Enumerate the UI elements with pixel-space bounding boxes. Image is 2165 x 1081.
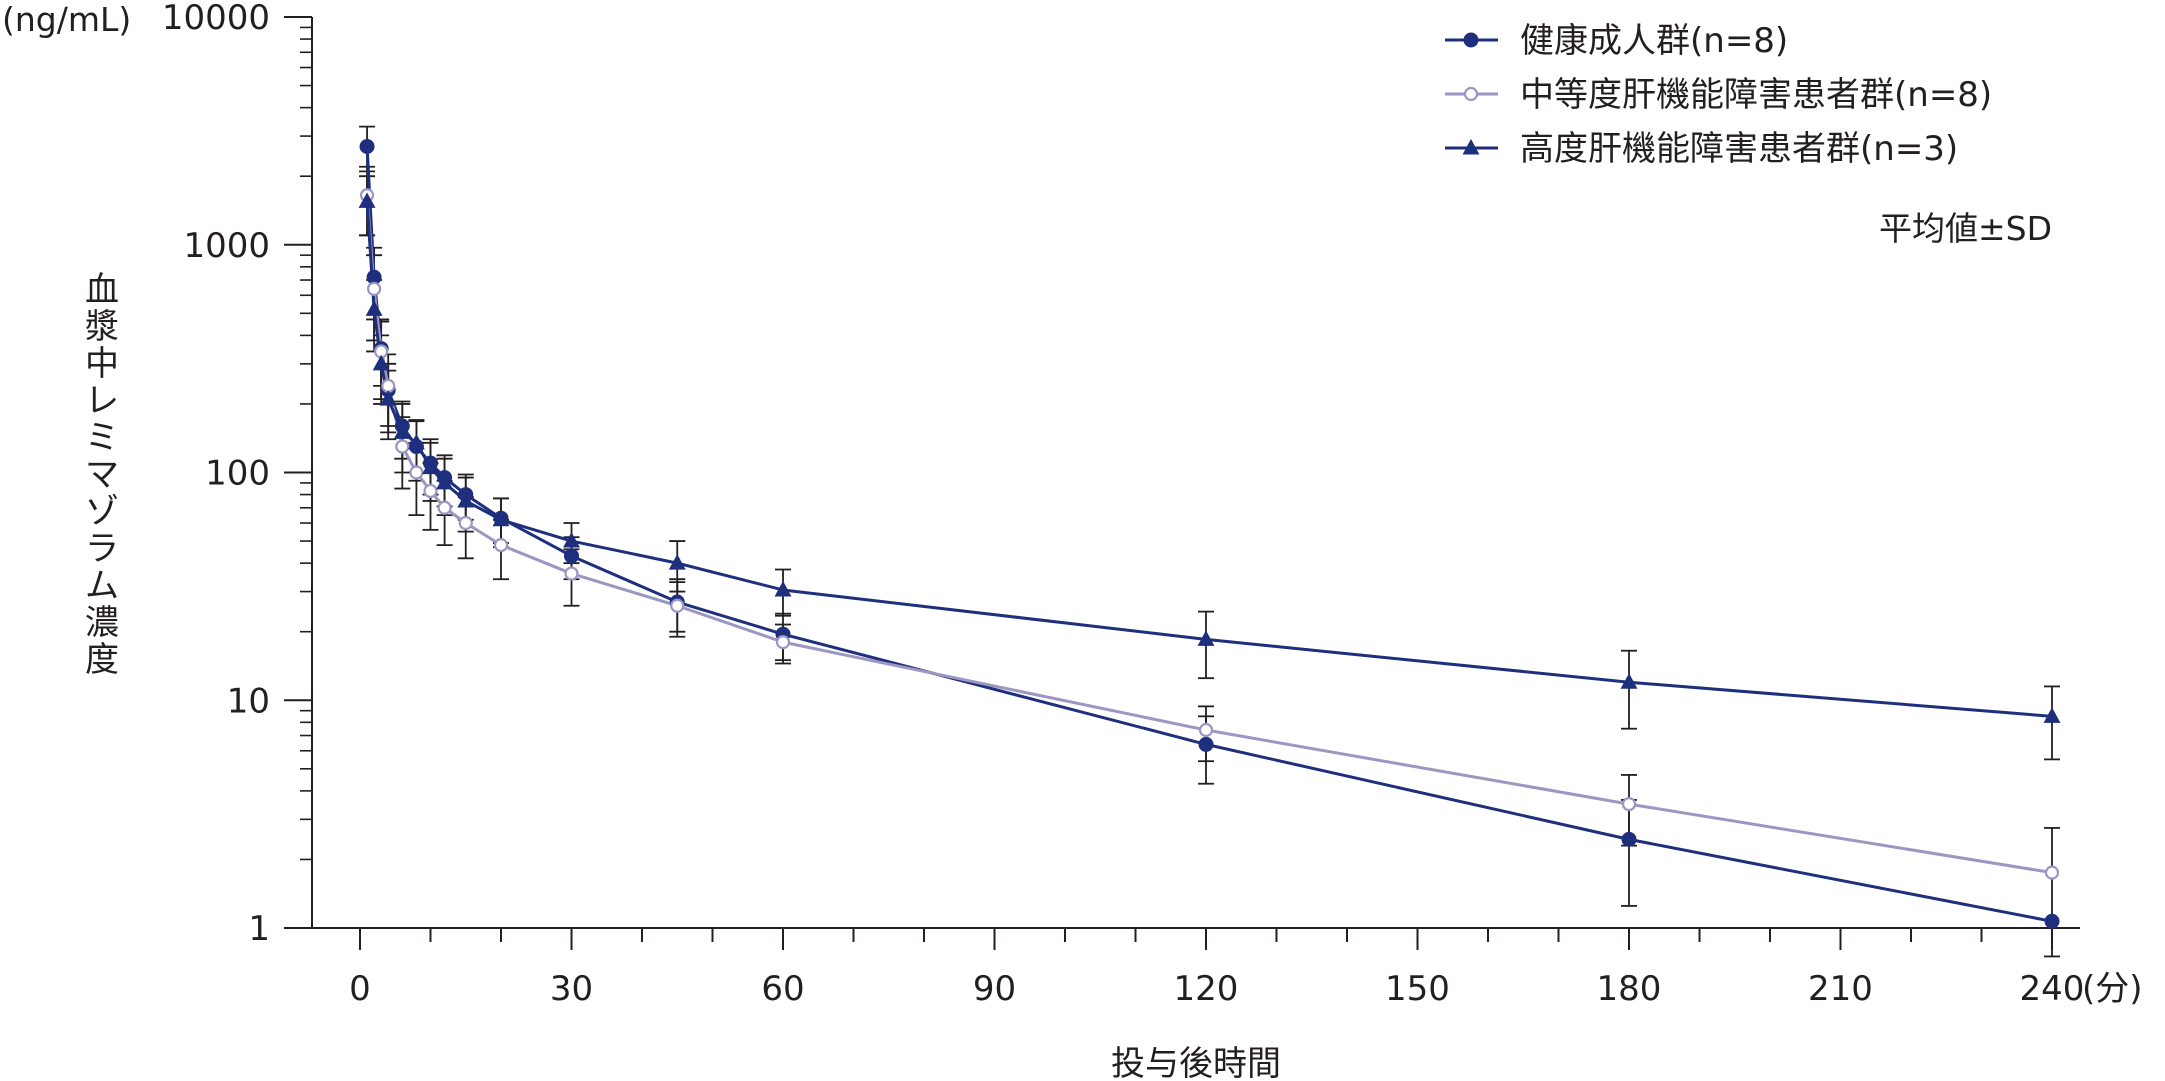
data-point bbox=[379, 390, 397, 406]
series-line-1 bbox=[365, 146, 2053, 923]
data-point bbox=[393, 423, 411, 439]
data-point bbox=[358, 192, 376, 208]
x-axis-title: 投与後時間 bbox=[1111, 1044, 1281, 1081]
y-tick-label: 100 bbox=[205, 454, 270, 494]
data-point bbox=[2044, 865, 2060, 880]
y-axis-title-char: マ bbox=[85, 455, 119, 495]
series-line-2 bbox=[365, 195, 2053, 875]
annotation-mean-sd: 平均値±SD bbox=[1879, 209, 2052, 248]
y-axis-title-char: ゾ bbox=[85, 492, 119, 532]
x-tick-label: 150 bbox=[1385, 969, 1450, 1009]
data-point bbox=[395, 439, 410, 454]
series-markers bbox=[358, 139, 2061, 929]
legend-label: 高度肝機能障害患者群(n=3) bbox=[1520, 129, 1958, 169]
y-axis-title-char: 血 bbox=[85, 270, 119, 310]
y-axis-title: 血漿中レミマゾラム濃度 bbox=[82, 272, 122, 679]
x-tick-label: 0 bbox=[349, 969, 371, 1009]
data-point bbox=[1198, 722, 1214, 738]
data-point bbox=[437, 500, 452, 515]
data-point bbox=[407, 433, 425, 450]
data-point bbox=[1621, 796, 1637, 812]
y-axis-unit: (ng/mL) bbox=[2, 0, 131, 39]
y-axis-title-char: 漿 bbox=[85, 307, 119, 347]
y-axis-title-char: 中 bbox=[85, 344, 119, 384]
data-point bbox=[1620, 673, 1638, 689]
x-tick-label: 240 bbox=[2020, 969, 2085, 1009]
data-point bbox=[359, 139, 375, 155]
x-tick-label: 30 bbox=[550, 969, 593, 1009]
data-point bbox=[668, 554, 686, 570]
data-point bbox=[564, 548, 579, 564]
y-axis-title-char: ミ bbox=[85, 418, 119, 458]
data-point bbox=[2043, 707, 2061, 723]
series-lines bbox=[365, 146, 2053, 923]
legend-marker bbox=[1463, 32, 1479, 48]
data-point bbox=[457, 491, 475, 508]
legend-label: 中等度肝機能障害患者群(n=8) bbox=[1520, 75, 1992, 115]
x-tick-label: 210 bbox=[1808, 969, 1873, 1009]
legend-marker bbox=[1463, 86, 1479, 102]
axes: 1 10 100 1000 10000 0 30 60 90 120 150 180 210 240(分) bbox=[162, 0, 2143, 1009]
data-point bbox=[423, 483, 438, 499]
y-axis-title-char: 度 bbox=[85, 640, 119, 680]
data-point bbox=[775, 635, 791, 650]
y-axis-title-char: ラ bbox=[85, 529, 119, 569]
y-axis-title-char: ム bbox=[85, 566, 119, 606]
x-tick-label: 90 bbox=[973, 969, 1016, 1009]
y-tick-label: 10000 bbox=[162, 0, 270, 38]
data-point bbox=[2044, 913, 2060, 929]
legend-label: 健康成人群(n=8) bbox=[1520, 21, 1788, 61]
y-axis-title-char: 濃 bbox=[85, 603, 119, 643]
y-tick-label: 10 bbox=[227, 681, 270, 721]
data-point bbox=[1197, 630, 1215, 646]
data-point bbox=[436, 473, 454, 490]
data-point bbox=[458, 515, 473, 531]
y-tick-label: 1000 bbox=[183, 226, 270, 266]
data-point bbox=[422, 458, 439, 475]
data-point bbox=[365, 300, 383, 316]
data-point bbox=[372, 354, 390, 371]
data-point bbox=[1198, 736, 1214, 752]
data-point bbox=[493, 537, 509, 553]
data-point bbox=[367, 281, 382, 296]
data-point bbox=[563, 532, 580, 548]
data-point bbox=[409, 465, 424, 480]
data-point bbox=[492, 510, 510, 527]
data-point bbox=[1621, 831, 1637, 847]
legend: 健康成人群(n=8) 中等度肝機能障害患者群(n=8) 高度肝機能障害患者群(n=3… bbox=[1445, 21, 1992, 169]
x-tick-label: 120 bbox=[1174, 969, 1239, 1009]
y-axis-title-char: レ bbox=[85, 381, 119, 421]
data-point bbox=[564, 566, 579, 581]
data-point bbox=[774, 580, 792, 597]
x-tick-label: 180 bbox=[1597, 969, 1662, 1009]
legend-marker bbox=[1462, 138, 1480, 155]
data-point bbox=[670, 598, 685, 613]
x-tick-label: 60 bbox=[761, 969, 804, 1009]
x-axis-unit: (分) bbox=[2082, 969, 2143, 1009]
y-tick-label: 1 bbox=[248, 909, 270, 949]
